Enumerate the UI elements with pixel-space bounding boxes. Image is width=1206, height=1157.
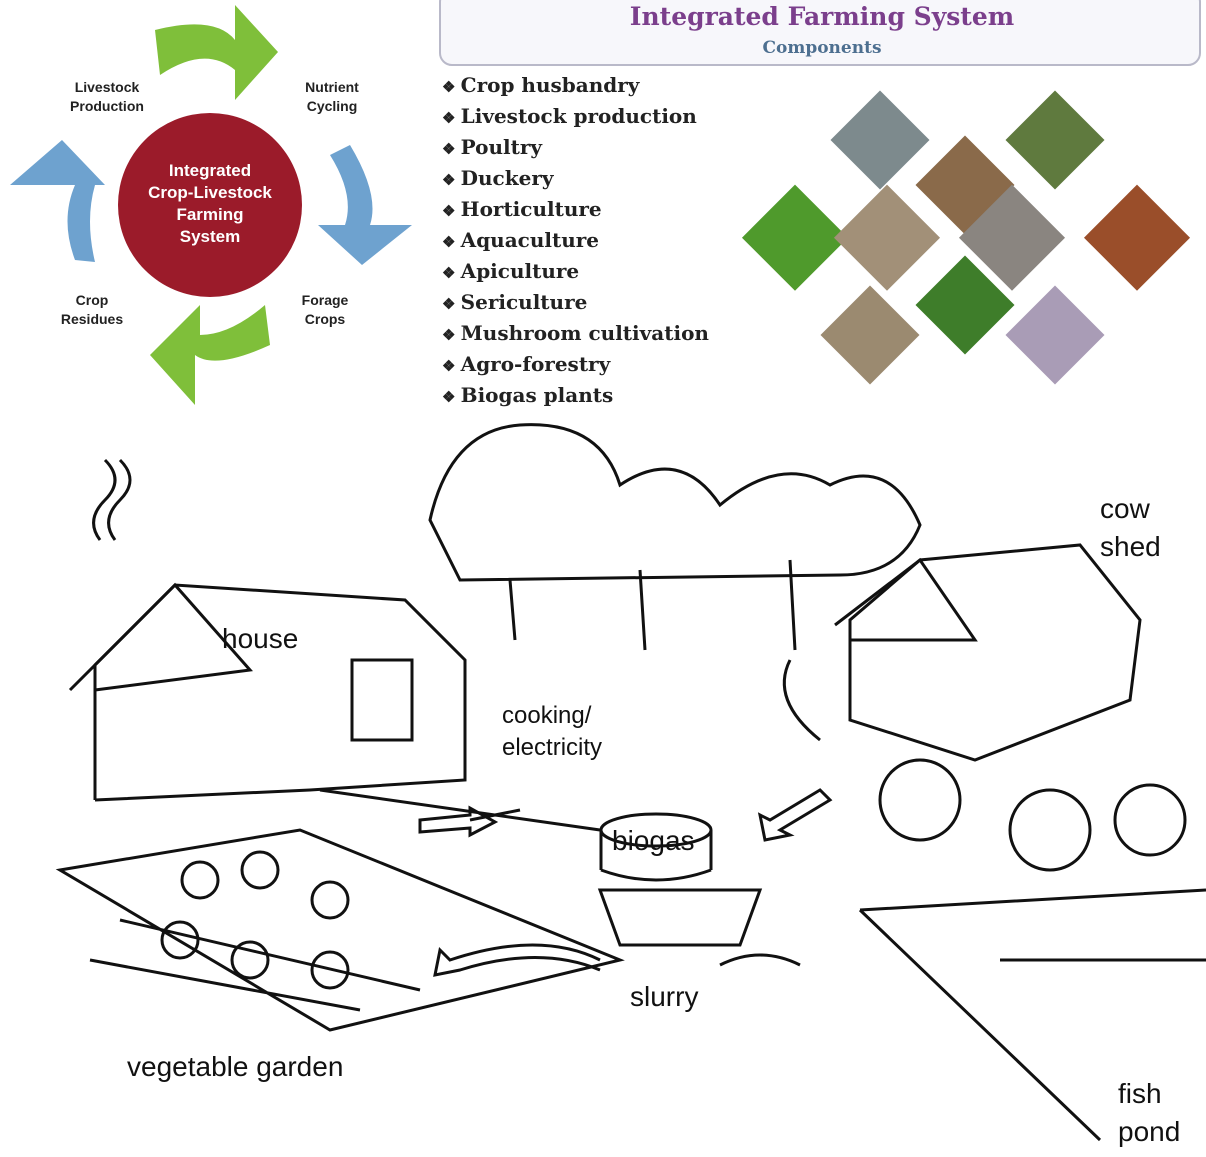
- page: IntegratedCrop-LivestockFarmingSystem Li…: [0, 0, 1206, 1157]
- component-item: Crop husbandry: [442, 70, 709, 101]
- component-item: Agro-forestry: [442, 349, 709, 380]
- center-line: Farming: [125, 204, 295, 226]
- label: cow shed: [1100, 490, 1180, 566]
- component-list: Crop husbandryLivestock productionPoultr…: [442, 70, 709, 411]
- arrow: [150, 305, 270, 405]
- label: fish pond: [1118, 1075, 1198, 1151]
- arrow: [10, 140, 105, 262]
- component-item: Mushroom cultivation: [442, 318, 709, 349]
- center-line: System: [125, 226, 295, 248]
- slide-subtitle: Components: [452, 38, 1192, 58]
- label: house: [222, 620, 298, 658]
- component-item: Livestock production: [442, 101, 709, 132]
- slide-title: Integrated Farming System: [452, 2, 1192, 31]
- label: vegetable garden: [127, 1048, 343, 1086]
- center-line: Crop-Livestock: [125, 182, 295, 204]
- component-item: Duckery: [442, 163, 709, 194]
- component-item: Poultry: [442, 132, 709, 163]
- arrow: [318, 145, 412, 265]
- label: biogas: [612, 822, 695, 860]
- cycle-node: Forage Crops: [270, 291, 380, 329]
- cycle-node: Livestock Production: [52, 78, 162, 116]
- label: slurry: [630, 978, 698, 1016]
- component-item: Aquaculture: [442, 225, 709, 256]
- farm-sketch: [60, 425, 1206, 1140]
- center-line: Integrated: [125, 160, 295, 182]
- arrow: [155, 5, 278, 100]
- component-item: Biogas plants: [442, 380, 709, 411]
- photo-mosaic: [742, 91, 1190, 385]
- component-item: Horticulture: [442, 194, 709, 225]
- cycle-node: Nutrient Cycling: [277, 78, 387, 116]
- label: cooking/ electricity: [502, 700, 642, 764]
- component-item: Apiculture: [442, 256, 709, 287]
- component-item: Sericulture: [442, 287, 709, 318]
- cycle-node: Crop Residues: [37, 291, 147, 329]
